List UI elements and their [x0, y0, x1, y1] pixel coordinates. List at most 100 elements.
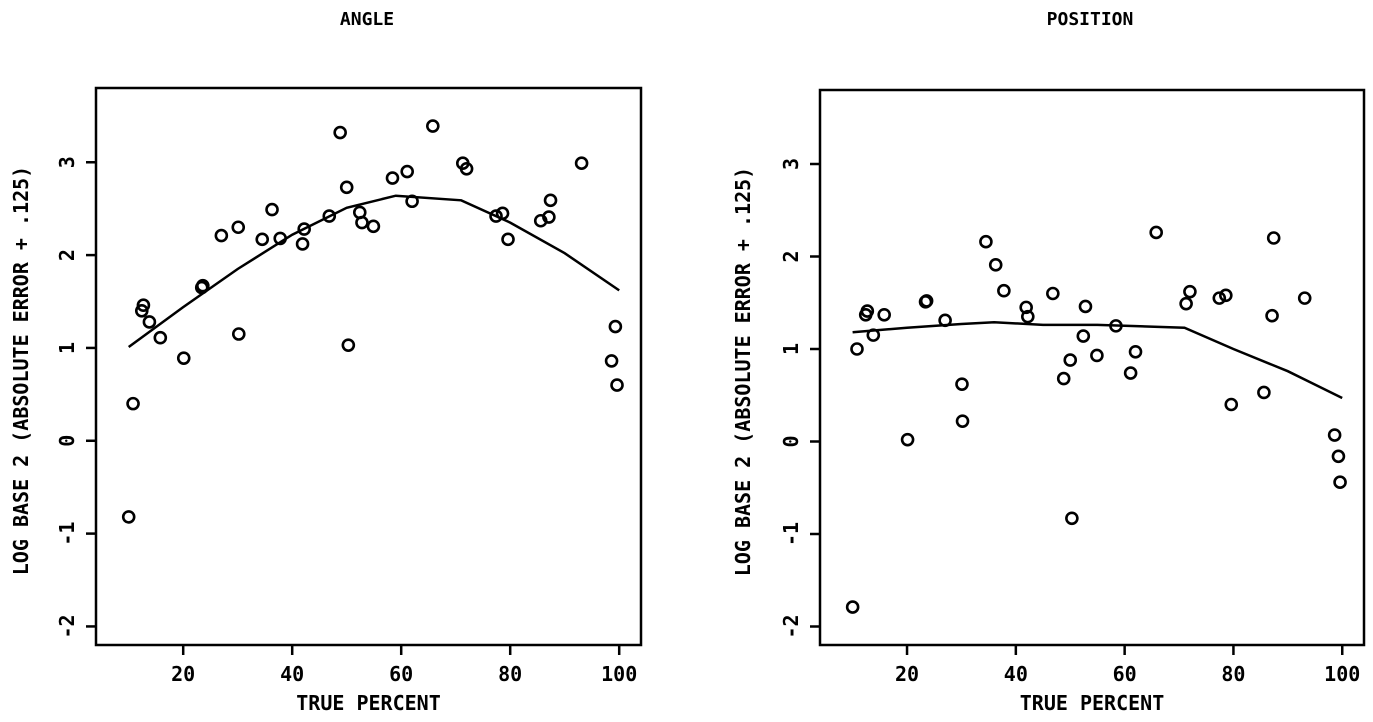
- data-point: [955, 414, 970, 428]
- fit-line: [127, 194, 620, 349]
- x-tick-label: 100: [601, 662, 637, 686]
- x-tick-label: 40: [280, 662, 304, 686]
- data-point: [142, 315, 157, 329]
- y-tick-label: 1: [779, 343, 803, 355]
- data-point: [988, 258, 1003, 272]
- data-point: [255, 232, 270, 247]
- data-point: [1019, 300, 1033, 315]
- y-tick-label: 3: [779, 158, 803, 170]
- data-point: [495, 206, 510, 221]
- plot-frame: [818, 88, 1366, 647]
- x-tick-label: 20: [171, 662, 195, 686]
- data-point: [850, 342, 864, 356]
- data-point: [400, 164, 414, 179]
- y-axis-label: LOG BASE 2 (ABSOLUTE ERROR + .125): [731, 167, 755, 576]
- x-tick-label: 80: [1221, 662, 1245, 686]
- data-point: [860, 304, 875, 318]
- data-point: [426, 119, 440, 133]
- data-point: [459, 161, 474, 176]
- y-tick-label: -2: [55, 614, 79, 638]
- data-point: [1265, 308, 1279, 323]
- chart-panel-1: ANGLE 20 40 60 80 100 -2 -1 0 1 2 3 TRUE PERCENT LOG …: [9, 9, 643, 715]
- data-point: [543, 193, 558, 208]
- data-point: [1128, 344, 1143, 359]
- data-point: [845, 600, 860, 614]
- y-tick-label: -1: [779, 522, 803, 546]
- data-point: [1065, 511, 1079, 526]
- y-tick-label: 1: [55, 342, 79, 354]
- x-axis-label: TRUE PERCENT: [296, 691, 441, 715]
- data-point: [385, 171, 400, 185]
- data-point: [231, 327, 246, 341]
- data-point: [1219, 288, 1233, 303]
- data-point: [1078, 299, 1093, 314]
- data-point: [997, 283, 1011, 298]
- data-point: [1224, 397, 1239, 412]
- y-tick-label: 3: [55, 156, 79, 168]
- data-point: [1266, 231, 1281, 245]
- y-tick-label: -2: [779, 614, 803, 638]
- y-tick-label: 0: [55, 435, 79, 447]
- data-point: [121, 510, 136, 524]
- x-tick-label: 20: [895, 662, 919, 686]
- data-point: [938, 313, 952, 328]
- data-point: [1046, 286, 1060, 301]
- fit-line: [852, 320, 1343, 400]
- data-point: [489, 209, 503, 223]
- data-point: [333, 125, 347, 140]
- data-point: [265, 202, 279, 217]
- data-point: [1331, 449, 1346, 464]
- y-tick-label: 2: [779, 250, 803, 262]
- data-point: [231, 220, 246, 235]
- data-point: [1149, 225, 1163, 240]
- data-point: [866, 328, 881, 342]
- data-point: [1021, 309, 1035, 324]
- data-point: [366, 219, 381, 234]
- x-tick-label: 60: [389, 662, 413, 686]
- data-point: [339, 180, 354, 195]
- data-point: [273, 231, 288, 246]
- data-point: [341, 338, 356, 352]
- data-point: [196, 278, 210, 293]
- data-point: [136, 298, 151, 313]
- data-point: [1090, 348, 1104, 363]
- x-axis-label: TRUE PERCENT: [1020, 691, 1165, 715]
- y-tick-label: 2: [55, 249, 79, 261]
- data-point: [919, 294, 934, 308]
- chart-panel-2: POSITION 20 40 60 80 100 -2 -1 0 1 2 3 TRUE PERCENT L…: [731, 9, 1366, 715]
- data-point: [1297, 291, 1312, 305]
- data-point: [1076, 329, 1091, 343]
- data-point: [979, 234, 993, 249]
- data-point: [355, 215, 369, 230]
- data-point: [126, 396, 140, 411]
- x-tick-label: 80: [498, 662, 522, 686]
- data-point: [297, 222, 311, 236]
- data-point: [1257, 385, 1271, 400]
- data-point: [574, 156, 589, 170]
- data-point: [176, 351, 191, 365]
- data-point: [1327, 428, 1342, 442]
- data-point: [608, 319, 623, 334]
- x-tick-label: 100: [1324, 662, 1360, 686]
- data-point: [1056, 371, 1071, 386]
- x-tick-label: 40: [1004, 662, 1028, 686]
- data-point: [604, 354, 619, 368]
- data-point: [1123, 366, 1138, 380]
- data-point: [501, 232, 515, 247]
- data-point: [877, 307, 891, 322]
- data-point: [1109, 319, 1123, 333]
- y-tick-label: -1: [55, 522, 79, 546]
- data-point: [1063, 353, 1078, 367]
- data-point: [1179, 296, 1193, 311]
- plot-frame: [94, 86, 643, 647]
- x-tick-label: 60: [1113, 662, 1137, 686]
- data-point: [900, 432, 915, 447]
- data-point: [214, 228, 229, 243]
- data-point: [610, 378, 624, 392]
- chart-title: POSITION: [1047, 9, 1134, 30]
- y-tick-label: 0: [779, 435, 803, 447]
- data-point: [153, 330, 168, 345]
- data-point: [1212, 291, 1227, 305]
- data-point: [405, 194, 419, 209]
- data-point: [322, 209, 337, 223]
